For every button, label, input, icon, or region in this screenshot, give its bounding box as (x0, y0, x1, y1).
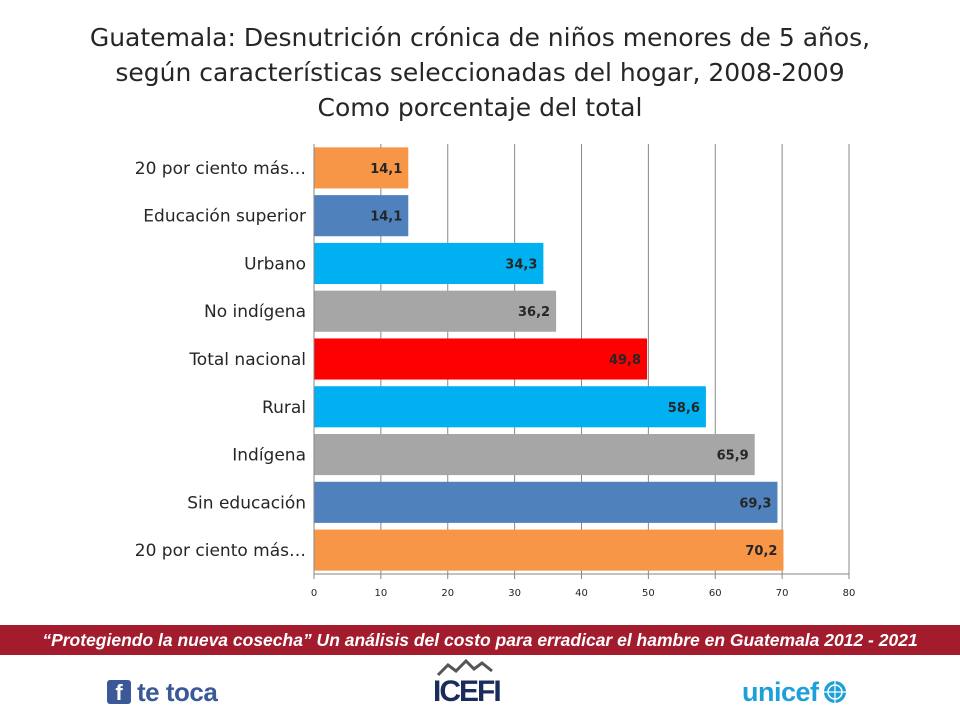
x-tick-label-40: 40 (575, 588, 588, 599)
x-tick-label-80: 80 (843, 588, 856, 599)
x-tick-label-0: 0 (311, 588, 317, 599)
bar-chart: 14,1 20 por ciento más… 14,1 Educación supe… (135, 144, 856, 599)
category-label-8: Sin educación (187, 493, 306, 513)
category-label-7: Indígena (232, 446, 306, 466)
icefi-text: ICEFI (433, 675, 502, 708)
te-toca-text: te toca (137, 676, 218, 707)
bar-9 (314, 529, 784, 571)
value-label-4: 36,2 (518, 305, 550, 320)
icefi-mountain-icon (436, 658, 493, 677)
bar-7 (314, 434, 755, 476)
bar-5 (314, 338, 648, 380)
value-label-8: 69,3 (739, 496, 771, 511)
category-label-4: No indígena (204, 302, 306, 322)
facebook-icon: f (107, 680, 131, 705)
x-tick-label-50: 50 (642, 588, 655, 599)
value-label-5: 49,8 (609, 353, 641, 368)
category-label-2: Educación superior (143, 207, 306, 227)
x-tick-label-70: 70 (776, 588, 789, 599)
value-label-3: 34,3 (505, 257, 537, 272)
x-tick-label-30: 30 (508, 588, 521, 599)
category-label-5: Total nacional (188, 350, 306, 370)
category-label-9: 20 por ciento más… (135, 541, 306, 561)
unicef-text: unicef (742, 676, 819, 707)
bar-6 (314, 386, 706, 428)
bar-8 (314, 481, 778, 523)
category-label-6: Rural (262, 398, 306, 418)
bar-3 (314, 242, 544, 284)
value-label-1: 14,1 (370, 162, 402, 177)
icefi-logo: ICEFI (430, 657, 502, 717)
footer-banner: “Protegiendo la nueva cosecha” Un anális… (0, 625, 960, 655)
unicef-logo: unicef (742, 675, 848, 709)
bar-1 (314, 147, 409, 189)
value-label-6: 58,6 (668, 401, 700, 416)
x-tick-label-20: 20 (441, 588, 454, 599)
title-line-1: Guatemala: Desnutrición crónica de niños… (89, 23, 871, 52)
x-tick-label-10: 10 (375, 588, 388, 599)
category-label-3: Urbano (244, 254, 306, 274)
unicef-globe-icon (823, 681, 846, 703)
bar-4 (314, 290, 557, 332)
x-tick-label-60: 60 (709, 588, 722, 599)
title-line-3: Como porcentaje del total (317, 93, 643, 122)
facebook-te-toca-logo: f te toca (107, 676, 218, 707)
value-label-9: 70,2 (745, 544, 777, 559)
bar-2 (314, 195, 409, 237)
category-label-1: 20 por ciento más… (135, 159, 306, 179)
value-label-7: 65,9 (717, 449, 749, 464)
value-label-2: 14,1 (370, 210, 402, 225)
title-line-2: según características seleccionadas del … (115, 58, 845, 87)
chart-title: Guatemala: Desnutrición crónica de niños… (0, 20, 960, 125)
